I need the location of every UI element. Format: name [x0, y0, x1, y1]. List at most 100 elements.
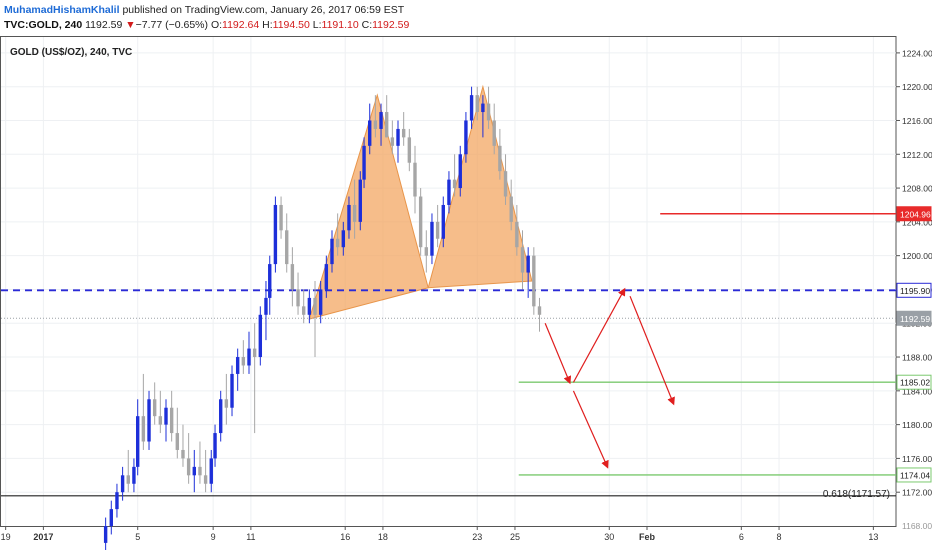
author-link[interactable]: MuhamadHishamKhalil [4, 4, 120, 16]
candle [258, 306, 263, 366]
candle [313, 281, 317, 358]
price-tag-label: 1195.90 [900, 286, 930, 296]
candle [498, 128, 502, 180]
projection-arrows [544, 287, 675, 469]
candle [158, 390, 163, 434]
candle [152, 382, 157, 425]
candle [181, 424, 185, 467]
candle [526, 247, 530, 298]
low-value: 1191.10 [321, 19, 359, 31]
candle [396, 120, 400, 163]
publish-info: published on TradingView.com, January 26… [119, 4, 405, 16]
candle [203, 449, 208, 493]
level-lines [1, 213, 896, 497]
candle [141, 373, 146, 450]
candle [520, 230, 525, 290]
candle [532, 247, 536, 315]
candle [464, 112, 468, 163]
high-label: H: [262, 19, 273, 31]
price-tag [896, 374, 932, 390]
y-tick-label: 1216.00 [902, 116, 932, 126]
x-tick-label: 5 [135, 532, 140, 542]
candlestick-series [103, 86, 542, 550]
candle [352, 179, 357, 239]
pattern-triangle [427, 84, 533, 289]
candle [390, 120, 395, 155]
candle [120, 466, 125, 501]
close-label: C: [361, 19, 373, 31]
candle [186, 433, 191, 484]
candle [235, 348, 240, 391]
candle [362, 137, 366, 189]
x-tick-label: 25 [510, 532, 520, 542]
candle [407, 128, 412, 172]
candle [290, 247, 295, 307]
candle [475, 86, 479, 121]
y-tick-label: 1176.00 [902, 454, 932, 464]
candle [486, 86, 491, 129]
x-tick-label: 11 [246, 532, 255, 542]
x-tick-label: 8 [777, 532, 782, 542]
candle [503, 154, 508, 205]
x-tick-label: 9 [211, 532, 216, 542]
price-chart[interactable]: 1172.00 1176.00 1180.00 1184.00 1188.00 1192.… [0, 36, 932, 550]
y-tick-label: 1208.00 [902, 184, 932, 194]
price-tag [896, 467, 932, 483]
x-tick-label: 18 [378, 532, 388, 542]
x-tick-label: 2017 [33, 532, 53, 542]
candle [175, 407, 180, 459]
projection-arrow [629, 295, 675, 406]
candle [318, 281, 323, 324]
y-tick-label: 1184.00 [902, 386, 932, 396]
price-tag-label: 1174.04 [900, 470, 930, 480]
price-axis[interactable]: 1172.00 1176.00 1180.00 1184.00 1188.00 1192.… [896, 48, 932, 531]
candle [430, 213, 434, 265]
candle [401, 112, 406, 146]
candle [469, 86, 474, 129]
open-value: 1192.64 [222, 19, 260, 31]
candle [264, 281, 268, 341]
price-tag [896, 206, 932, 222]
candle [515, 204, 519, 256]
candle [296, 272, 300, 315]
y-tick-label: 1200.00 [902, 251, 932, 261]
price-change: −7.77 (−0.65%) [135, 19, 209, 31]
candle [509, 179, 513, 231]
candle [537, 297, 542, 332]
low-label: L: [312, 19, 322, 31]
y-tick-label: 1204.00 [902, 217, 932, 227]
candle [418, 188, 423, 256]
candle [379, 103, 383, 146]
candle [213, 424, 217, 467]
candle [209, 449, 213, 493]
price-tag [896, 282, 932, 298]
y-tick-label-partial: 1168.00 [902, 521, 932, 531]
close-value: 1192.59 [372, 19, 410, 31]
y-tick-label: 1172.00 [902, 488, 932, 498]
candle [268, 255, 272, 315]
candle [147, 390, 151, 450]
symbol-label: TVC:GOLD, 240 [4, 19, 83, 31]
candle [435, 204, 440, 248]
publish-line: MuhamadHishamKhalil published on Trading… [4, 4, 404, 16]
candle [279, 196, 283, 239]
x-tick-label: 13 [868, 532, 878, 542]
y-tick-label: 1188.00 [902, 353, 932, 363]
candle [115, 483, 119, 518]
candle [347, 196, 351, 239]
time-axis[interactable]: 19 2017 5 9 11 16 18 23 25 30 Feb 6 8 13 [1, 526, 879, 542]
candle [358, 171, 362, 231]
open-label: O: [210, 19, 223, 31]
candle [492, 103, 496, 155]
candle [452, 154, 457, 197]
y-tick-label: 1224.00 [902, 48, 932, 58]
high-value: 1194.50 [272, 19, 310, 31]
candle [307, 289, 312, 324]
candle [198, 441, 202, 484]
candle [368, 103, 372, 155]
chart-title: GOLD (US$/OZ), 240, TVC [10, 47, 132, 58]
projection-arrow [572, 287, 626, 383]
x-tick-label: Feb [639, 532, 656, 542]
candle [247, 331, 251, 374]
candle [373, 95, 378, 138]
